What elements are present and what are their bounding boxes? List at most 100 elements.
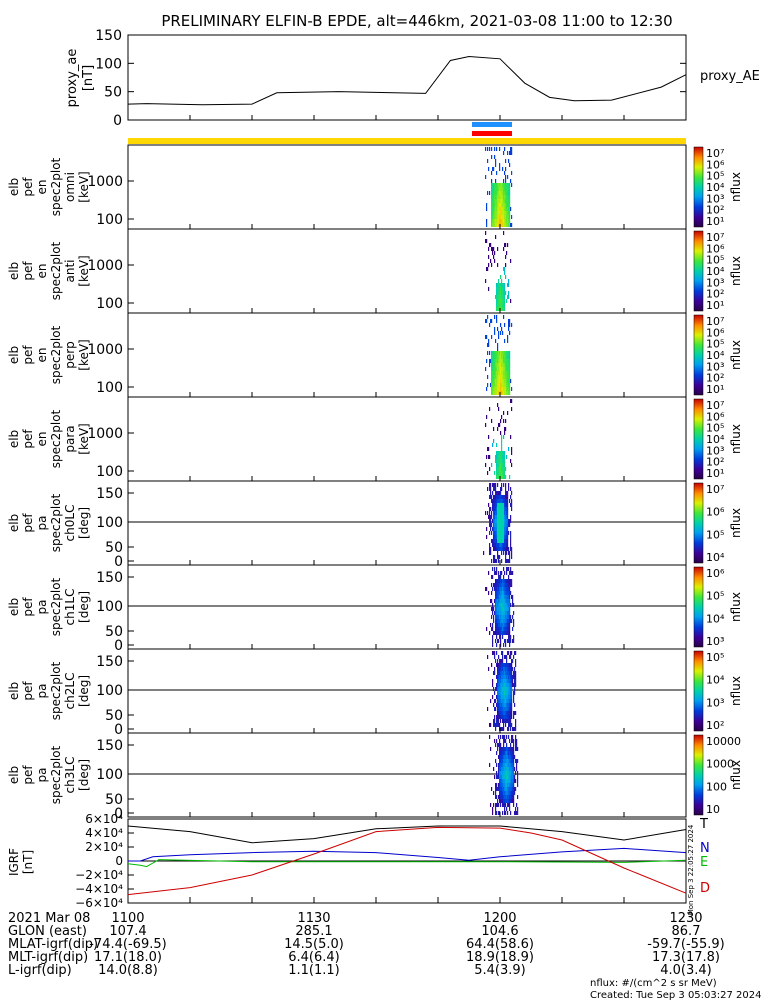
spectrogram-cell: [494, 331, 496, 335]
spectrogram-cell: [491, 187, 493, 191]
pitch-angle-cell: [493, 527, 495, 531]
pitch-angle-cell: [496, 579, 498, 583]
spectrogram-cell: [494, 211, 496, 215]
pitch-angle-cell: [505, 527, 507, 531]
pitch-angle-cell: [500, 523, 502, 527]
pitch-angle-cell: [507, 715, 509, 719]
pitch-angle-cell: [496, 635, 498, 639]
pitch-angle-cell: [511, 555, 513, 559]
spectrogram-cell: [489, 191, 491, 195]
pitch-angle-cell: [515, 671, 517, 675]
pitch-angle-cell: [508, 727, 510, 731]
pitch-angle-cell: [510, 663, 512, 667]
pitch-angle-cell: [502, 679, 504, 683]
pitch-angle-cell: [512, 779, 514, 783]
pitch-angle-cell: [501, 507, 503, 511]
pitch-angle-cell: [506, 747, 508, 751]
pitch-angle-cell: [505, 779, 507, 783]
pitch-angle-cell: [498, 571, 500, 575]
colorbar-tick-label: 10²: [706, 372, 724, 385]
pitch-angle-cell: [498, 511, 500, 515]
pitch-angle-cell: [498, 507, 500, 511]
pitch-angle-cell: [502, 787, 504, 791]
pitch-angle-cell: [509, 587, 511, 591]
pitch-angle-cell: [503, 759, 505, 763]
spectrogram-cell: [492, 215, 494, 219]
pitch-angle-cell: [499, 535, 501, 539]
pitch-angle-cell: [506, 775, 508, 779]
pitch-angle-cell: [506, 783, 508, 787]
pitch-angle-cell: [499, 615, 501, 619]
pitch-angle-cell: [495, 623, 497, 627]
panel-ylabel: pef: [21, 429, 35, 449]
pitch-angle-cell: [504, 675, 506, 679]
spectrogram-cell: [503, 383, 505, 387]
panel-ylabel: spec2plot: [49, 745, 63, 804]
panel-ylabel: pef: [21, 513, 35, 533]
pitch-angle-cell: [506, 519, 508, 523]
spectrogram-cell: [497, 211, 499, 215]
pitch-angle-cell: [498, 559, 500, 563]
pitch-angle-cell: [510, 779, 512, 783]
spectrogram-cell: [506, 203, 508, 207]
pitch-angle-cell: [495, 615, 497, 619]
pitch-angle-cell: [497, 519, 499, 523]
pitch-angle-cell: [497, 583, 499, 587]
pitch-angle-cell: [509, 807, 511, 811]
pitch-angle-cell: [503, 583, 505, 587]
pitch-angle-cell: [504, 799, 506, 803]
colorbar-tick-label: 10¹: [706, 383, 724, 396]
pitch-angle-cell: [503, 507, 505, 511]
pitch-angle-cell: [505, 671, 507, 675]
panel-ylabel: elb: [7, 430, 21, 448]
spectrogram-cell: [494, 187, 496, 191]
spectrogram-cell: [501, 291, 503, 295]
spectrogram-cell: [509, 211, 511, 215]
spectrogram-cell: [497, 283, 499, 287]
pitch-angle-cell: [493, 615, 495, 619]
spectrogram-cell: [500, 323, 502, 327]
pitch-angle-cell: [504, 771, 506, 775]
spectrogram-cell: [498, 211, 500, 215]
spectrogram-cell: [492, 251, 494, 255]
pitch-angle-cell: [505, 683, 507, 687]
pitch-angle-cell: [505, 775, 507, 779]
spectrogram-cell: [498, 287, 500, 291]
pitch-angle-cell: [496, 519, 498, 523]
pitch-angle-cell: [494, 507, 496, 511]
spectrogram-cell: [496, 203, 498, 207]
pitch-angle-cell: [516, 803, 518, 807]
pitch-angle-cell: [505, 503, 507, 507]
pitch-angle-cell: [511, 787, 513, 791]
panel-ylabel: elb: [7, 682, 21, 700]
pitch-angle-cell: [513, 711, 515, 715]
spectrogram-cell: [495, 351, 497, 355]
spectrogram-cell: [504, 471, 506, 475]
panel-ytick-label: 100: [96, 380, 123, 396]
pitch-angle-cell: [516, 759, 518, 763]
pitch-angle-cell: [499, 671, 501, 675]
spectrogram-cell: [493, 255, 495, 259]
pitch-angle-cell: [494, 515, 496, 519]
axis-row-label: L-igrf(dip): [8, 963, 72, 978]
pitch-angle-cell: [502, 595, 504, 599]
pitch-angle-cell: [511, 751, 513, 755]
spectrogram-cell: [507, 183, 509, 187]
spectrogram-cell: [507, 187, 509, 191]
colorbar-tick-label: 10³: [706, 635, 724, 648]
spectrogram-cell: [497, 363, 499, 367]
pitch-angle-cell: [499, 779, 501, 783]
pitch-angle-cell: [504, 547, 506, 551]
spectrogram-cell: [494, 359, 496, 363]
pitch-angle-cell: [507, 619, 509, 623]
spectrogram-cell: [495, 359, 497, 363]
spectrogram-cell: [506, 379, 508, 383]
panel-ylabel: pa: [35, 600, 49, 615]
pitch-angle-cell: [496, 611, 498, 615]
spectrogram-cell: [505, 203, 507, 207]
pitch-angle-cell: [501, 571, 503, 575]
pitch-angle-cell: [510, 583, 512, 587]
pitch-angle-cell: [500, 755, 502, 759]
